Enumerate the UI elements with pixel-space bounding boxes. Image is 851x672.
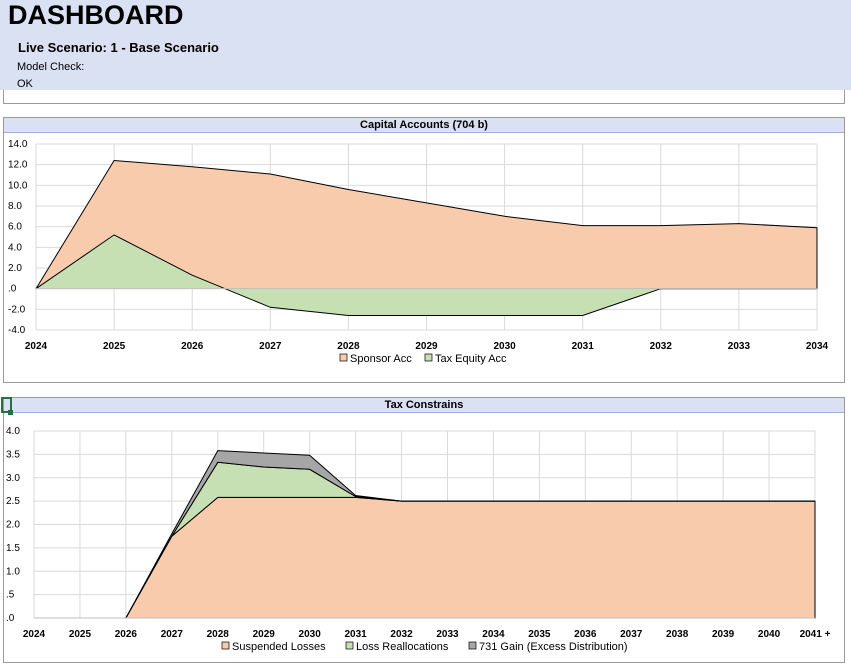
x-tick-label: 2025: [69, 629, 92, 640]
header-frame: [3, 90, 845, 104]
y-tick-label: 12.0: [8, 160, 28, 171]
legend-label: Sponsor Acc: [350, 353, 412, 365]
x-tick-label: 2033: [436, 629, 459, 640]
x-tick-label: 2024: [23, 629, 46, 640]
y-tick-label: -2.0: [8, 304, 26, 315]
active-cell-marker[interactable]: [1, 397, 12, 413]
x-tick-label: 2024: [25, 341, 48, 352]
live-scenario-label: Live Scenario: 1 - Base Scenario: [18, 40, 219, 55]
x-tick-label: 2029: [415, 341, 438, 352]
dashboard-header: [0, 0, 851, 90]
y-tick-label: 3.5: [6, 449, 20, 460]
x-tick-label: 2033: [728, 341, 751, 352]
x-tick-label: 2029: [253, 629, 276, 640]
legend-label: Tax Equity Acc: [435, 353, 507, 365]
x-tick-label: 2030: [299, 629, 322, 640]
y-tick-label: 1.0: [6, 566, 20, 577]
y-tick-label: .0: [8, 284, 17, 295]
legend-swatch: [424, 353, 433, 362]
y-tick-label: 8.0: [8, 201, 22, 212]
x-tick-label: 2026: [181, 341, 204, 352]
x-tick-label: 2036: [574, 629, 597, 640]
y-tick-label: 14.0: [8, 139, 28, 150]
x-tick-label: 2041 +: [800, 629, 831, 640]
tax-constrains-chart[interactable]: Tax Constrains 4.0 3.5 3.0 2.5 2.0 1.5 1.0 .5 .0…: [3, 397, 845, 663]
series-area-0: [34, 496, 816, 619]
series-area-0: [36, 160, 817, 289]
legend: Suspended Losses Loss Reallocations 731 Ga…: [221, 641, 628, 653]
y-tick-label: .0: [6, 613, 15, 624]
legend-swatch: [345, 641, 354, 650]
series-line-0: [35, 159, 818, 289]
fill-handle[interactable]: [8, 410, 13, 415]
x-tick-label: 2038: [666, 629, 689, 640]
capital-accounts-chart[interactable]: Capital Accounts (704 b) 14.0 12.0 10.0 8.0…: [3, 117, 845, 383]
legend-label: Loss Reallocations: [356, 641, 449, 653]
x-tick-label: 2030: [493, 341, 516, 352]
x-tick-label: 2032: [650, 341, 673, 352]
y-tick-label: 3.0: [6, 473, 20, 484]
legend-label: Suspended Losses: [232, 641, 326, 653]
dashboard-title: DASHBOARD: [8, 0, 184, 30]
x-tick-label: 2040: [758, 629, 781, 640]
x-tick-labels: 2024 2025 2026 2027 2028 2029 2030 2031 2032 2033…: [25, 341, 829, 352]
x-tick-label: 2034: [806, 341, 829, 352]
x-tick-label: 2031: [572, 341, 595, 352]
y-tick-label: 1.5: [6, 543, 20, 554]
x-tick-label: 2027: [161, 629, 184, 640]
y-tick-label: 2.0: [8, 263, 22, 274]
series-area-2: [34, 450, 815, 619]
series-area-1: [36, 234, 817, 316]
x-tick-labels: 2024 2025 2026 2027 2028 2029 2030 2031 2032 2033…: [23, 629, 831, 640]
x-tick-label: 2034: [482, 629, 505, 640]
x-tick-label: 2028: [207, 629, 230, 640]
model-check-status: OK: [17, 78, 33, 90]
x-tick-label: 2026: [115, 629, 138, 640]
legend-swatch: [468, 641, 477, 650]
y-tick-label: 2.5: [6, 496, 20, 507]
legend: Sponsor Acc Tax Equity Acc: [339, 353, 507, 365]
legend-swatch: [221, 641, 230, 650]
y-tick-label: 4.0: [6, 426, 20, 437]
x-tick-label: 2035: [528, 629, 551, 640]
model-check-label: Model Check:: [17, 61, 85, 73]
chart-title: Tax Constrains: [4, 398, 844, 413]
x-tick-label: 2031: [344, 629, 367, 640]
x-tick-label: 2025: [103, 341, 126, 352]
chart-title: Capital Accounts (704 b): [4, 118, 844, 133]
y-tick-labels: 4.0 3.5 3.0 2.5 2.0 1.5 1.0 .5 .0: [6, 426, 20, 624]
x-tick-label: 2028: [337, 341, 360, 352]
y-tick-label: 4.0: [8, 242, 22, 253]
y-tick-labels: 14.0 12.0 10.0 8.0 6.0 4.0 2.0 .0 -2.0 -4.0: [8, 139, 28, 336]
y-tick-label: 10.0: [8, 180, 28, 191]
y-tick-label: -4.0: [8, 325, 26, 336]
x-tick-label: 2032: [390, 629, 413, 640]
x-tick-label: 2027: [259, 341, 282, 352]
y-tick-label: 2.0: [6, 520, 20, 531]
x-tick-label: 2039: [712, 629, 735, 640]
y-tick-label: .5: [6, 590, 15, 601]
x-tick-label: 2037: [620, 629, 643, 640]
y-tick-label: 6.0: [8, 222, 22, 233]
series-areas: [34, 450, 816, 619]
legend-swatch: [339, 353, 348, 362]
legend-label: 731 Gain (Excess Distribution): [479, 641, 628, 653]
